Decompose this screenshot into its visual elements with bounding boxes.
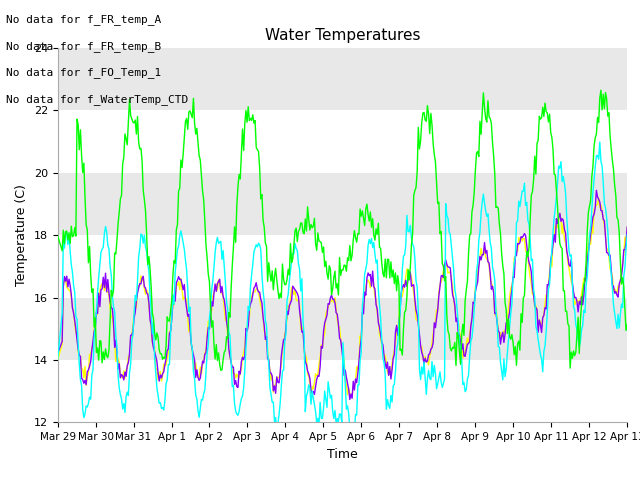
Line: CondTemp: CondTemp bbox=[58, 190, 627, 399]
CondTemp bbox=[328, 292, 335, 298]
CondTemp bbox=[593, 187, 600, 193]
FR_temp_C bbox=[612, 192, 620, 198]
WaterT bbox=[522, 248, 529, 253]
MDTemp_A bbox=[363, 260, 371, 265]
CondTemp bbox=[623, 224, 631, 230]
WaterT bbox=[623, 225, 631, 231]
Bar bbox=[58, 298, 627, 360]
MDTemp_A bbox=[325, 387, 333, 393]
WaterT bbox=[394, 324, 402, 329]
FR_temp_C bbox=[329, 286, 337, 292]
Line: WaterT: WaterT bbox=[58, 198, 627, 396]
X-axis label: Time: Time bbox=[327, 448, 358, 461]
CondTemp bbox=[54, 351, 61, 357]
Bar bbox=[58, 110, 627, 173]
WaterT bbox=[328, 299, 335, 304]
MDTemp_A bbox=[273, 430, 280, 435]
Bar bbox=[58, 360, 627, 422]
Text: No data for f_FO_Temp_1: No data for f_FO_Temp_1 bbox=[6, 67, 162, 78]
Line: FR_temp_C: FR_temp_C bbox=[58, 90, 627, 371]
CondTemp bbox=[522, 233, 529, 239]
FR_temp_C bbox=[54, 232, 61, 238]
Legend: FR_temp_C, WaterT, CondTemp, MDTemp_A: FR_temp_C, WaterT, CondTemp, MDTemp_A bbox=[121, 477, 564, 480]
Line: MDTemp_A: MDTemp_A bbox=[58, 142, 627, 432]
Bar bbox=[58, 173, 627, 235]
MDTemp_A bbox=[596, 139, 604, 145]
WaterT bbox=[324, 305, 332, 311]
CondTemp bbox=[363, 275, 371, 281]
FR_temp_C bbox=[217, 368, 225, 373]
MDTemp_A bbox=[623, 232, 631, 238]
Y-axis label: Temperature (C): Temperature (C) bbox=[15, 184, 28, 286]
CondTemp bbox=[324, 301, 332, 307]
FR_temp_C bbox=[623, 322, 631, 327]
Title: Water Temperatures: Water Temperatures bbox=[265, 28, 420, 43]
Text: No data for f_WaterTemp_CTD: No data for f_WaterTemp_CTD bbox=[6, 94, 189, 105]
Bar bbox=[58, 235, 627, 298]
FR_temp_C bbox=[394, 273, 402, 278]
CondTemp bbox=[346, 396, 354, 402]
FR_temp_C bbox=[363, 201, 371, 207]
MDTemp_A bbox=[329, 408, 337, 414]
Bar bbox=[58, 48, 627, 110]
Text: No data for f_FR_temp_B: No data for f_FR_temp_B bbox=[6, 41, 162, 52]
CondTemp bbox=[612, 288, 620, 294]
MDTemp_A bbox=[54, 357, 61, 363]
WaterT bbox=[612, 288, 620, 294]
FR_temp_C bbox=[522, 266, 529, 272]
MDTemp_A bbox=[612, 318, 620, 324]
WaterT bbox=[347, 393, 355, 399]
WaterT bbox=[363, 279, 371, 285]
WaterT bbox=[54, 357, 61, 363]
CondTemp bbox=[394, 333, 402, 338]
WaterT bbox=[595, 195, 602, 201]
MDTemp_A bbox=[394, 340, 402, 346]
FR_temp_C bbox=[325, 263, 333, 269]
FR_temp_C bbox=[597, 87, 605, 93]
Text: No data for f_FR_temp_A: No data for f_FR_temp_A bbox=[6, 14, 162, 25]
MDTemp_A bbox=[522, 203, 529, 208]
